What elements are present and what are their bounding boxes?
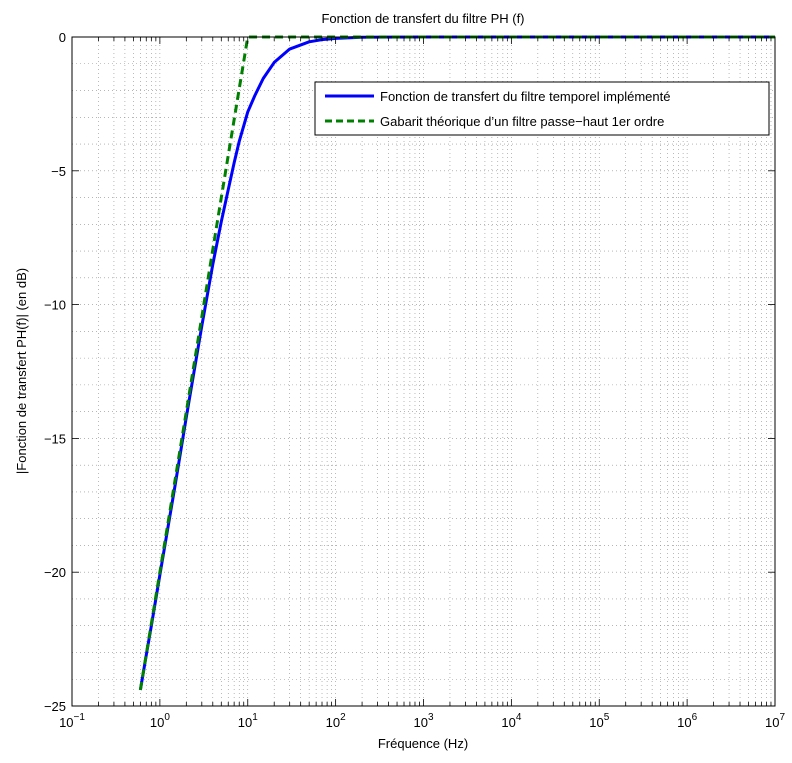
- axis-ticks: 10−1 100 101 102 103 104 105 106 107 0 −5 −10 −15 −20…: [44, 30, 786, 730]
- x-tick-label: 102: [326, 712, 346, 730]
- legend: Fonction de transfert du filtre temporel…: [314, 81, 770, 136]
- x-tick-label: 10−1: [59, 712, 85, 730]
- legend-label-series-2: Gabarit théorique d’un filtre passe−haut…: [380, 114, 664, 129]
- x-tick-label: 103: [413, 712, 433, 730]
- y-tick-label: −20: [44, 565, 66, 580]
- legend-box: [314, 81, 770, 136]
- x-tick-label: 104: [501, 712, 521, 730]
- y-tick-label: −25: [44, 699, 66, 714]
- y-tick-label: −15: [44, 431, 66, 446]
- x-tick-label: 101: [238, 712, 258, 730]
- y-axis-label: |Fonction de transfert PH(f)| (en dB): [14, 268, 29, 474]
- x-tick-label: 100: [150, 712, 170, 730]
- y-tick-label: 0: [59, 30, 66, 45]
- x-axis-label: Fréquence (Hz): [378, 736, 468, 751]
- chart-title: Fonction de transfert du filtre PH (f): [321, 11, 524, 26]
- x-tick-label: 107: [765, 712, 785, 730]
- x-tick-label: 105: [589, 712, 609, 730]
- y-tick-label: −10: [44, 298, 66, 313]
- legend-label-series-1: Fonction de transfert du filtre temporel…: [380, 89, 670, 104]
- x-tick-label: 106: [677, 712, 697, 730]
- plot-area: [72, 37, 775, 706]
- y-tick-label: −5: [51, 164, 66, 179]
